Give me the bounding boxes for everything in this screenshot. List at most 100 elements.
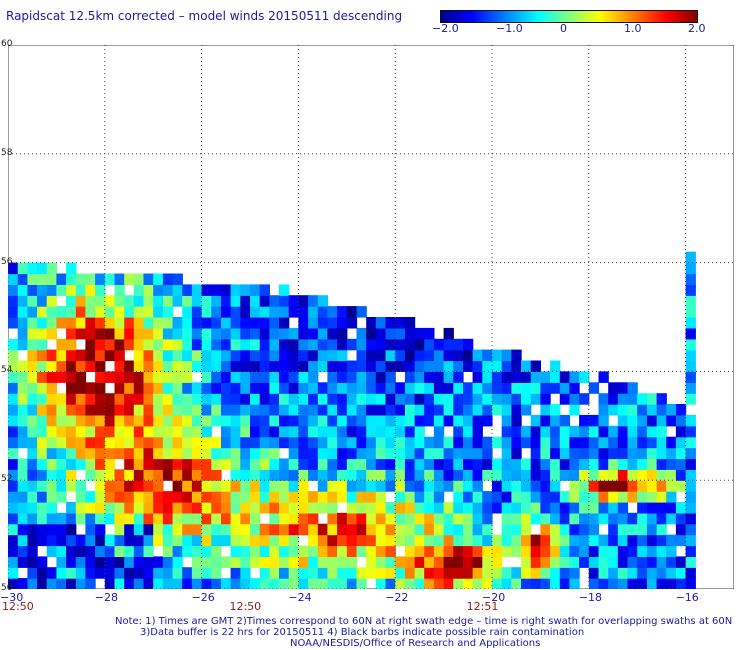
swath-cell: [579, 534, 590, 547]
swath-cell: [617, 523, 629, 536]
swath-cell: [617, 480, 629, 492]
swath-cell: [308, 382, 319, 394]
swath-cell: [472, 371, 483, 383]
swath-cell: [37, 306, 48, 318]
swath-cell: [191, 502, 203, 514]
swath-cell: [240, 523, 251, 536]
swath-cell: [182, 349, 193, 362]
swath-cell: [617, 491, 629, 503]
swath-cell: [133, 556, 145, 568]
swath-cell: [579, 458, 590, 470]
swath-cell: [366, 317, 377, 329]
swath-cell: [298, 360, 309, 372]
swath-cell: [201, 360, 212, 372]
swath-cell: [550, 491, 561, 503]
swath-cell: [317, 447, 329, 460]
swath-cell: [385, 382, 396, 394]
swath-cell: [588, 567, 600, 579]
swath-cell: [337, 491, 348, 503]
swath-cell: [540, 556, 551, 568]
swath-cell: [433, 491, 445, 503]
swath-cell: [75, 458, 87, 470]
swath-cell: [279, 534, 290, 547]
swath-cell: [66, 545, 77, 557]
colorbar-tick: 0: [560, 22, 567, 35]
swath-cell: [656, 404, 667, 416]
swath-cell: [685, 360, 696, 372]
swath-cell: [550, 382, 561, 394]
swath-cell: [104, 480, 116, 492]
swath-cell: [37, 295, 48, 307]
swath-cell: [104, 458, 116, 470]
swath-cell: [162, 371, 174, 383]
swath-cell: [617, 404, 629, 416]
swath-cell: [685, 480, 696, 492]
swath-cell: [521, 371, 532, 383]
swath-cell: [569, 491, 580, 503]
swath-cell: [27, 425, 38, 438]
swath-cell: [627, 436, 638, 449]
swath-cell: [211, 458, 222, 470]
swath-cell: [424, 382, 435, 394]
swath-cell: [346, 404, 358, 416]
swath-cell: [337, 317, 348, 329]
swath-cell: [521, 436, 532, 449]
swath-cell: [327, 436, 338, 449]
swath-cell: [385, 338, 396, 351]
swath-cell: [191, 534, 203, 547]
swath-cell: [37, 284, 48, 296]
swath-cell: [453, 393, 464, 405]
swath-cell: [685, 273, 696, 285]
swath-cell: [608, 404, 619, 416]
swath-cell: [279, 523, 290, 536]
swath-cell: [385, 567, 396, 579]
swath-cell: [511, 523, 522, 536]
swath-cell: [27, 512, 38, 525]
swath-cell: [211, 327, 222, 340]
swath-cell: [346, 436, 358, 449]
swath-cell: [327, 382, 338, 394]
swath-cell: [675, 469, 687, 481]
swath-cell: [540, 545, 551, 557]
swath-cell: [463, 349, 474, 362]
swath-cell: [511, 425, 522, 438]
swath-cell: [124, 534, 135, 547]
swath-cell: [327, 338, 338, 351]
swath-cell: [27, 371, 38, 383]
swath-cell: [395, 480, 406, 492]
swath-cell: [559, 371, 571, 383]
swath-cell: [240, 404, 251, 416]
swath-cell: [114, 447, 125, 460]
swath-cell: [221, 284, 232, 296]
swath-cell: [414, 360, 425, 372]
swath-cell: [627, 534, 638, 547]
swath-cell: [540, 523, 551, 536]
swath-cell: [133, 512, 145, 525]
swath-cell: [8, 371, 19, 383]
swath-cell: [279, 414, 290, 427]
swath-cell: [569, 436, 580, 449]
swath-cell: [85, 469, 96, 481]
time-label: 12:50: [2, 600, 34, 613]
swath-cell: [37, 491, 48, 503]
swath-cell: [433, 425, 445, 438]
swath-cell: [298, 295, 309, 307]
swath-cell: [162, 404, 174, 416]
swath-cell: [395, 338, 406, 351]
swath-cell: [75, 534, 87, 547]
swath-cell: [385, 545, 396, 557]
swath-cell: [637, 502, 648, 514]
swath-cell: [27, 458, 38, 470]
swath-cell: [540, 512, 551, 525]
swath-cell: [346, 480, 358, 492]
swath-cell: [56, 512, 67, 525]
swath-cell: [366, 382, 377, 394]
swath-cell: [366, 502, 377, 514]
swath-cell: [501, 393, 512, 405]
swath-cell: [656, 414, 667, 427]
latitude-tick-label: 52: [1, 474, 13, 485]
swath-cell: [221, 371, 232, 383]
swath-cell: [162, 284, 174, 296]
swath-cell: [240, 327, 251, 340]
